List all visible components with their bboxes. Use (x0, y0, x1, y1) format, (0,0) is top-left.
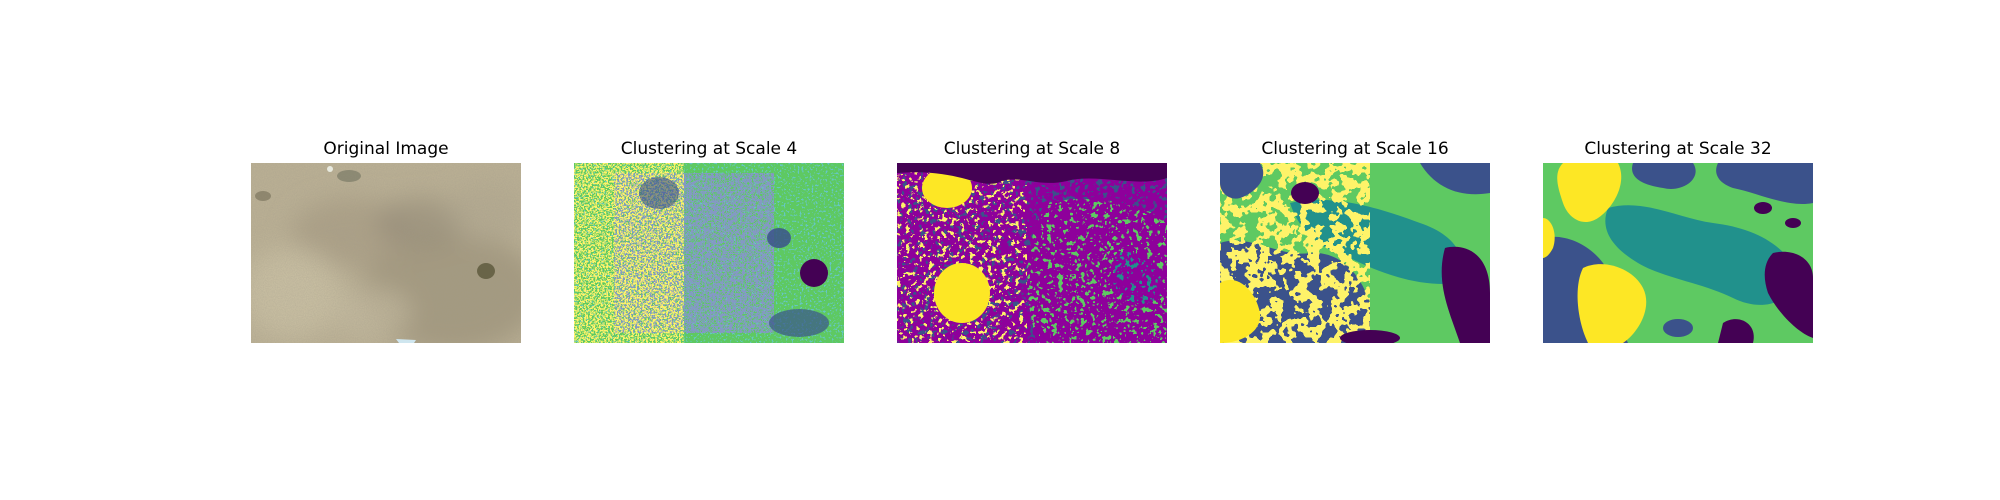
panel-title: Original Image (251, 137, 521, 161)
panel-title: Clustering at Scale 4 (574, 137, 844, 161)
panel-scale-8: Clustering at Scale 8 (897, 137, 1167, 343)
panel-scale-16: Clustering at Scale 16 (1220, 137, 1490, 343)
cluster-map-scale-32 (1543, 163, 1813, 343)
original-image (251, 163, 521, 343)
panel-title: Clustering at Scale 8 (897, 137, 1167, 161)
panel-scale-4: Clustering at Scale 4 (574, 137, 844, 343)
panel-title: Clustering at Scale 32 (1543, 137, 1813, 161)
cluster-map-scale-8 (897, 163, 1167, 343)
panel-original-image: Original Image (251, 137, 521, 343)
cluster-map-scale-4 (574, 163, 844, 343)
panel-scale-32: Clustering at Scale 32 (1543, 137, 1813, 343)
panel-title: Clustering at Scale 16 (1220, 137, 1490, 161)
cluster-map-scale-16 (1220, 163, 1490, 343)
